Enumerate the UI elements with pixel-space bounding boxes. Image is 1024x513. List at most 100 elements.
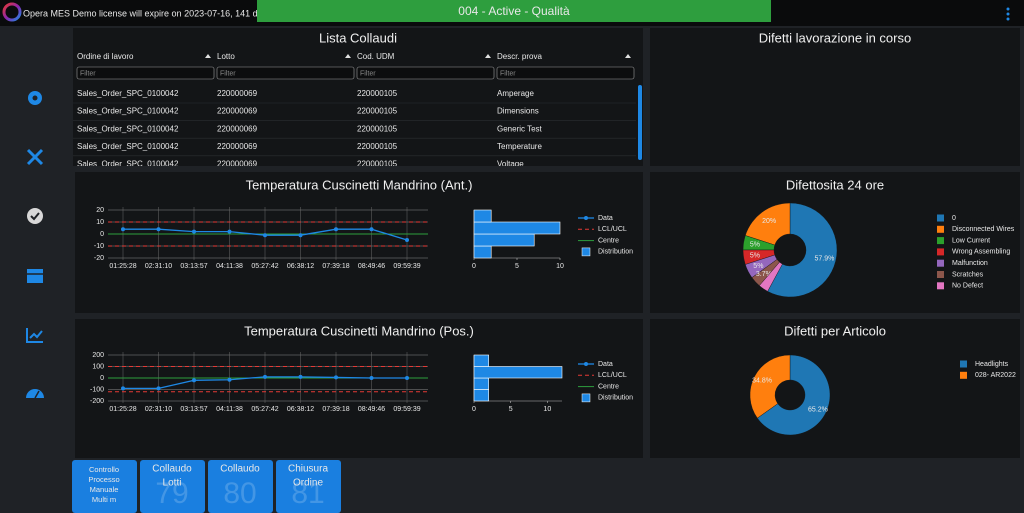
filter-placeholder: Filter: [220, 70, 236, 77]
button-label: Collaudo: [152, 464, 192, 475]
hist-bar: [473, 377, 489, 390]
legend-swatch: [937, 225, 944, 233]
legend-label: No Defect: [952, 283, 983, 290]
y-tick-label: 10: [96, 219, 104, 226]
table-cell: 220000105: [357, 89, 398, 98]
legend-swatch: [584, 216, 588, 220]
x-tick-label: 03:13:57: [180, 406, 207, 413]
legend-label: Data: [598, 215, 613, 222]
x-tick-label: 05:27:42: [251, 263, 278, 270]
legend-label: Distribution: [598, 395, 633, 402]
x-tick-label: 04:11:38: [216, 406, 243, 413]
legend-label: Headlights: [975, 361, 1009, 368]
data-label: 3.7%: [756, 271, 772, 278]
legend-swatch: [937, 248, 944, 256]
x-tick-label: 03:13:57: [180, 263, 207, 270]
column-header[interactable]: Descr. prova: [497, 52, 542, 61]
x-tick-label: 10: [543, 406, 551, 413]
button-label: Ordine: [293, 478, 323, 489]
action-button[interactable]: [140, 460, 205, 513]
tools-icon[interactable]: [26, 148, 44, 166]
menu-button[interactable]: [1006, 7, 1010, 21]
data-point: [369, 376, 374, 380]
table-cell: 220000069: [217, 142, 258, 151]
legend-swatch: [937, 282, 944, 290]
sort-icon: [485, 54, 491, 58]
button-label: Manuale: [90, 485, 119, 494]
gauge-icon[interactable]: [26, 389, 44, 399]
table-cell: 220000069: [217, 160, 258, 169]
status-text: 004 - Active - Qualità: [458, 4, 570, 18]
y-tick-label: 200: [92, 352, 104, 359]
pie-slice: [759, 261, 783, 292]
action-button[interactable]: [276, 460, 341, 513]
check-icon[interactable]: [27, 208, 43, 224]
table-cell: 220000105: [357, 124, 398, 133]
legend-label: Distribution: [598, 249, 633, 256]
column-header[interactable]: Ordine di lavoro: [77, 52, 134, 61]
filter-input[interactable]: [356, 66, 495, 80]
legend-swatch: [960, 371, 967, 379]
x-tick-label: 01:25:28: [109, 406, 136, 413]
legend-swatch: [581, 247, 591, 257]
data-point: [405, 238, 409, 242]
y-tick-label: -20: [94, 255, 104, 262]
chart-title: Temperatura Cuscinetti Mandrino (Pos.): [244, 323, 474, 338]
data-point: [334, 375, 338, 380]
filter-placeholder: Filter: [360, 70, 376, 77]
table-cell: Sales_Order_SPC_0100042: [77, 142, 179, 151]
filter-placeholder: Filter: [500, 70, 516, 77]
data-point: [121, 386, 125, 391]
x-tick-label: 08:49:46: [358, 406, 385, 413]
data-point: [192, 229, 196, 234]
button-label: Processo: [88, 475, 119, 484]
legend-label: Centre: [598, 237, 619, 244]
table-cell: 220000069: [217, 124, 258, 133]
data-point: [298, 374, 303, 379]
table-cell: 220000105: [357, 160, 398, 169]
legend-swatch: [937, 237, 944, 245]
pie-slice: [767, 202, 838, 298]
settings-icon[interactable]: [28, 91, 42, 105]
legend-label: 028- AR2022: [975, 372, 1016, 379]
table-cell: Sales_Order_SPC_0100042: [77, 89, 179, 98]
column-header[interactable]: Lotto: [217, 52, 235, 61]
y-tick-label: 0: [100, 375, 104, 382]
chart-title: Temperatura Cuscinetti Mandrino (Ant.): [246, 177, 473, 192]
button-label: Collaudo: [220, 464, 260, 475]
box-icon[interactable]: [27, 269, 43, 283]
y-tick-label: 0: [100, 231, 104, 238]
data-point: [298, 233, 303, 238]
action-button[interactable]: [208, 460, 273, 513]
y-tick-label: -200: [90, 398, 104, 405]
button-number: 79: [155, 477, 188, 510]
x-tick-label: 09:59:39: [393, 263, 420, 270]
table-cell: Sales_Order_SPC_0100042: [77, 160, 179, 169]
filter-input[interactable]: [496, 66, 635, 80]
x-tick-label: 5: [515, 263, 519, 270]
action-button[interactable]: [72, 460, 137, 513]
scrollbar[interactable]: [638, 85, 642, 160]
x-tick-label: 05:27:42: [251, 406, 278, 413]
legend-swatch: [581, 393, 591, 403]
legend-label: Data: [598, 361, 613, 368]
hist-bar: [473, 366, 563, 379]
legend-label: LCL/UCL: [598, 226, 627, 233]
filter-input[interactable]: [216, 66, 355, 80]
y-tick-label: 20: [96, 207, 104, 214]
table-panel: [73, 28, 643, 166]
column-header[interactable]: Cod. UDM: [357, 52, 395, 61]
hist-bar: [473, 233, 535, 247]
data-point: [156, 227, 161, 232]
sort-icon: [205, 54, 211, 58]
legend-label: Centre: [598, 383, 619, 390]
filter-input[interactable]: [76, 66, 215, 80]
y-tick-label: 100: [92, 363, 104, 370]
data-label: 57.9%: [814, 256, 834, 263]
table-cell: 220000105: [357, 142, 398, 151]
x-tick-label: 02:31:10: [145, 406, 172, 413]
license-notice: Opera MES Demo license will expire on 20…: [23, 8, 287, 18]
logo: [2, 2, 22, 22]
trend-icon[interactable]: [26, 328, 43, 343]
